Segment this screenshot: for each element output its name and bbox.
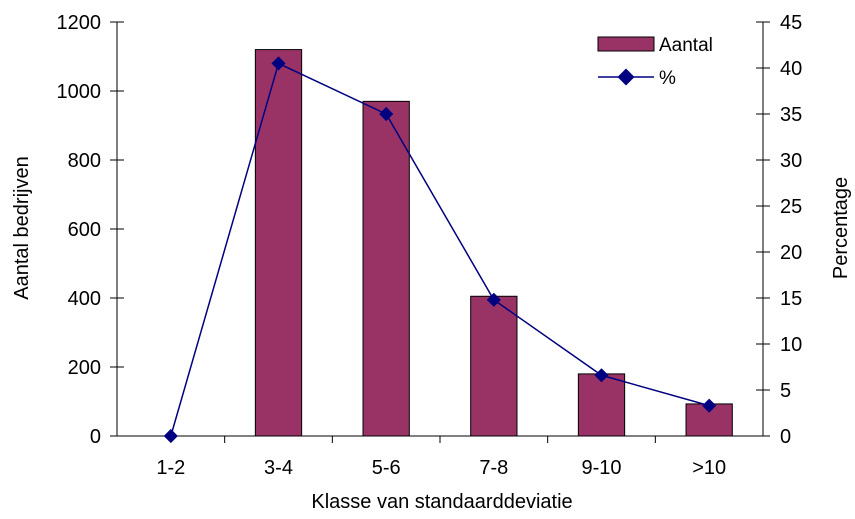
right-tick-label: 45 [780,12,802,34]
x-tick-label: 3-4 [264,457,293,479]
x-axis: 1-2 3-4 5-6 7-8 9-10 >10 [117,435,763,479]
right-tick-label: 5 [780,380,791,402]
legend: Aantal % [597,35,713,89]
percent-line [163,56,717,444]
bar [254,49,303,437]
left-tick-label: 400 [68,288,101,310]
left-tick-label: 800 [68,150,101,172]
x-tick-label: 5-6 [372,457,401,479]
percent-point [271,56,286,71]
x-tick-label: >10 [692,457,726,479]
x-tick-label: 9-10 [581,457,621,479]
right-tick-label: 10 [780,334,802,356]
legend-line-marker [617,68,635,86]
right-tick-label: 35 [780,104,802,126]
legend-bar-label: Aantal [659,35,713,56]
percent-point [379,106,394,122]
left-tick-label: 600 [68,219,101,241]
x-tick-label: 1-2 [156,457,185,479]
right-axis: 0 5 10 15 20 25 30 35 40 45 [756,12,802,448]
percent-point [702,398,717,413]
right-tick-label: 15 [780,288,802,310]
x-axis-title: Klasse van standaarddeviatie [311,491,572,513]
left-tick-label: 0 [90,426,101,448]
bar [362,100,410,437]
left-axis: 0 200 400 600 800 1000 1200 [57,12,124,448]
right-tick-label: 0 [780,426,791,448]
left-tick-label: 1200 [57,12,102,34]
left-tick-label: 1000 [57,81,102,103]
y2-axis-title: Percentage [830,177,852,279]
left-tick-label: 200 [68,357,101,379]
x-tick-label: 7-8 [479,457,508,479]
right-tick-label: 20 [780,242,802,264]
y-axis-title: Aantal bedrijven [11,156,33,299]
right-tick-label: 25 [780,196,802,218]
percent-point [594,368,609,383]
percent-point [163,428,178,444]
bar [470,295,518,437]
percent-point [486,292,501,307]
right-tick-label: 30 [780,150,802,172]
bars [254,49,733,437]
legend-bar-swatch [597,36,655,52]
legend-line-label: % [659,68,676,89]
right-tick-label: 40 [780,58,802,80]
percent-line-path [170,62,710,437]
bar [577,373,626,437]
